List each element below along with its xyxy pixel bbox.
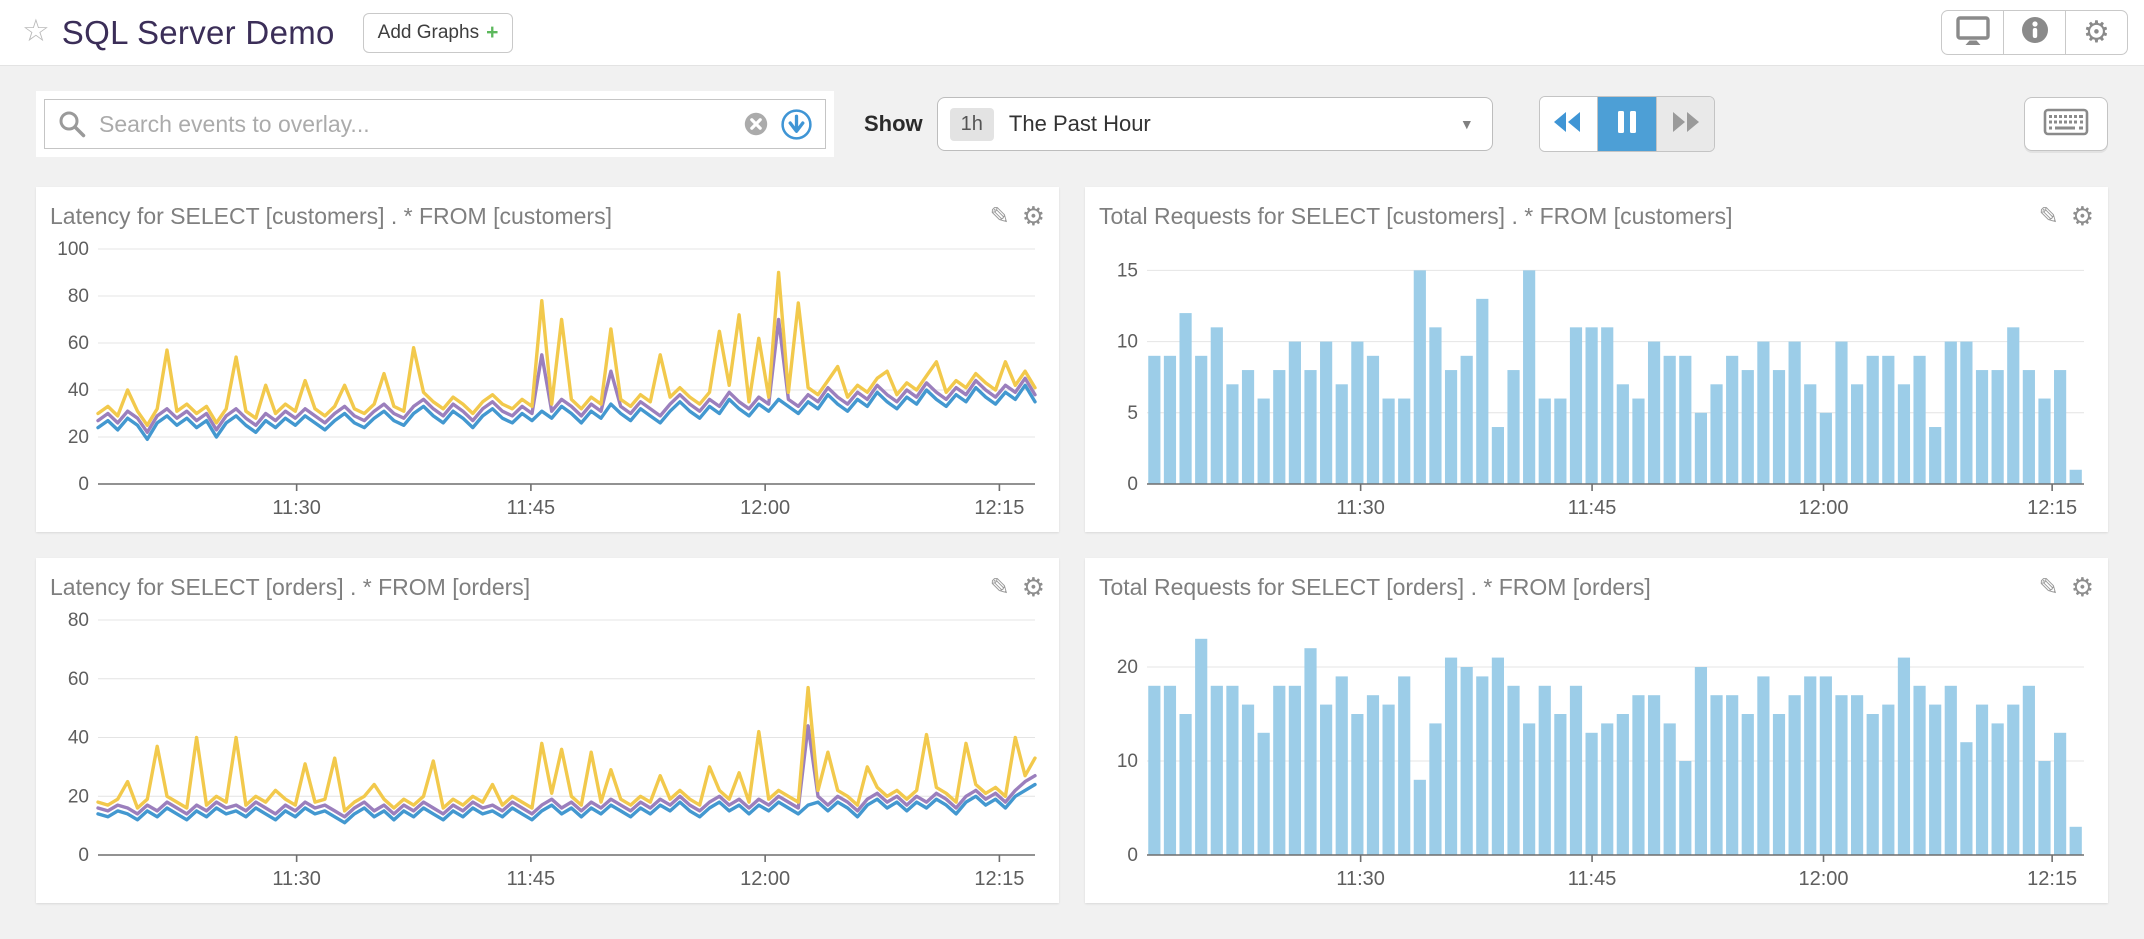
latency-orders-chart[interactable]: 0 20 40 60 80 11:30 11:45 12:00 12:15 [50,608,1045,893]
dashboard-header: ☆ SQL Server Demo Add Graphs + ⚙ [0,0,2144,66]
search-icon [57,109,87,139]
svg-text:12:15: 12:15 [974,497,1024,519]
page-title: SQL Server Demo [62,14,335,52]
svg-text:11:45: 11:45 [1568,868,1617,890]
svg-text:0: 0 [1127,845,1138,866]
svg-text:40: 40 [68,380,89,401]
chart-settings-icon[interactable]: ⚙ [1022,203,1045,229]
monitor-icon [1955,15,1991,51]
favorite-star-icon[interactable]: ☆ [22,13,50,49]
chevron-down-icon: ▼ [1460,116,1474,132]
rewind-button[interactable] [1540,97,1598,151]
svg-text:5: 5 [1127,403,1138,424]
panel-latency-orders: Latency for SELECT [orders] . * FROM [or… [36,558,1059,903]
svg-text:10: 10 [1117,751,1138,772]
svg-text:20: 20 [68,786,89,807]
panel-requests-customers: Total Requests for SELECT [customers] . … [1085,187,2108,532]
chart-title: Total Requests for SELECT [customers] . … [1099,203,1733,230]
show-label: Show [864,111,923,137]
svg-text:12:00: 12:00 [740,868,790,890]
rewind-icon [1552,110,1584,139]
add-graphs-button[interactable]: Add Graphs + [363,13,514,53]
timeframe-badge: 1h [950,108,994,141]
svg-text:12:00: 12:00 [1798,868,1848,890]
chart-title: Latency for SELECT [orders] . * FROM [or… [50,574,530,601]
info-button[interactable] [2003,10,2066,55]
settings-button[interactable]: ⚙ [2065,10,2128,55]
svg-text:11:45: 11:45 [507,868,556,890]
panel-requests-orders: Total Requests for SELECT [orders] . * F… [1085,558,2108,903]
svg-text:60: 60 [68,669,89,690]
requests-orders-chart[interactable]: 0 10 20 11:30 11:45 12:00 12:15 [1099,608,2094,893]
edit-chart-icon[interactable]: ✎ [2039,573,2059,602]
svg-text:11:45: 11:45 [507,497,556,519]
chart-title: Total Requests for SELECT [orders] . * F… [1099,574,1651,601]
info-icon [2020,15,2050,50]
svg-text:12:15: 12:15 [2027,868,2077,890]
requests-customers-chart[interactable]: 0 5 10 15 11:30 11:45 12:00 12:15 [1099,237,2094,522]
playback-controls [1539,96,1715,152]
keyboard-shortcuts-button[interactable] [2024,97,2108,151]
svg-text:0: 0 [78,845,89,866]
edit-chart-icon[interactable]: ✎ [990,573,1010,602]
toolbar: Show 1h The Past Hour ▼ [0,66,2144,187]
timeframe-dropdown[interactable]: 1h The Past Hour ▼ [937,97,1493,151]
svg-text:20: 20 [68,427,89,448]
tv-mode-button[interactable] [1941,10,2004,55]
svg-text:0: 0 [1127,474,1138,495]
edit-chart-icon[interactable]: ✎ [2039,202,2059,231]
event-search-container [36,91,834,157]
timeframe-value: The Past Hour [1009,111,1151,137]
edit-chart-icon[interactable]: ✎ [990,202,1010,231]
svg-text:10: 10 [1117,332,1138,353]
add-graphs-label: Add Graphs [378,22,479,44]
plus-icon: + [486,22,498,43]
header-actions: ⚙ [1941,10,2128,55]
keyboard-icon [2043,106,2089,143]
svg-text:11:45: 11:45 [1568,497,1617,519]
svg-text:20: 20 [1117,657,1138,678]
event-search-input[interactable] [97,110,732,139]
svg-text:0: 0 [78,474,89,495]
svg-text:12:15: 12:15 [974,868,1024,890]
pause-button[interactable] [1598,97,1656,151]
svg-text:80: 80 [68,610,89,631]
svg-text:15: 15 [1117,260,1138,281]
chart-settings-icon[interactable]: ⚙ [2071,574,2094,600]
svg-text:40: 40 [68,728,89,749]
overlay-events-icon[interactable] [780,108,813,141]
svg-text:12:00: 12:00 [740,497,790,519]
chart-settings-icon[interactable]: ⚙ [2071,203,2094,229]
svg-text:11:30: 11:30 [1336,868,1385,890]
gear-icon: ⚙ [2083,18,2110,48]
panel-latency-customers: Latency for SELECT [customers] . * FROM … [36,187,1059,532]
chart-settings-icon[interactable]: ⚙ [1022,574,1045,600]
chart-grid: Latency for SELECT [customers] . * FROM … [0,187,2144,939]
forward-button[interactable] [1656,97,1714,151]
svg-text:80: 80 [68,286,89,307]
svg-text:12:00: 12:00 [1798,497,1848,519]
pause-icon [1616,109,1638,140]
chart-title: Latency for SELECT [customers] . * FROM … [50,203,612,230]
clear-search-icon[interactable] [742,110,770,138]
svg-text:60: 60 [68,333,89,354]
svg-text:100: 100 [57,239,89,260]
latency-customers-chart[interactable]: 0 20 40 60 80 100 11:30 11:45 12:00 12:15 [50,237,1045,522]
svg-text:11:30: 11:30 [272,497,321,519]
svg-text:12:15: 12:15 [2027,497,2077,519]
svg-text:11:30: 11:30 [272,868,321,890]
svg-text:11:30: 11:30 [1336,497,1385,519]
forward-icon [1669,110,1701,139]
event-search-box[interactable] [44,99,826,149]
